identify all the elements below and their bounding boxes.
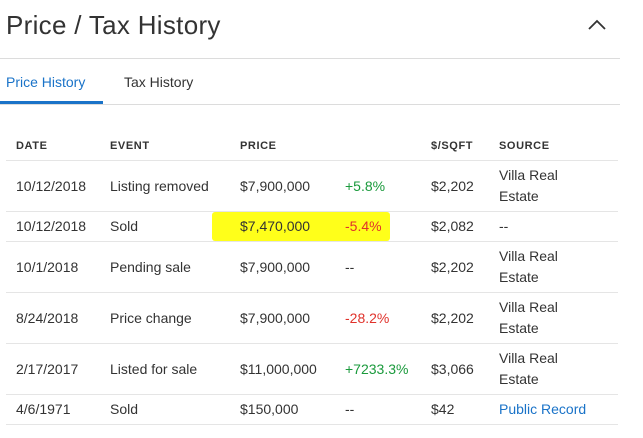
section-header: Price / Tax History [0,0,620,59]
row-change: -5.4% [335,211,421,242]
row-change: -- [335,241,421,293]
row-change: -28.2% [335,292,421,344]
column-header-price: PRICE [230,131,335,161]
table-row: 10/12/2018 Sold $7,470,000 -5.4% $2,082 … [6,211,618,242]
row-sqft: $2,202 [421,292,489,344]
section-title: Price / Tax History [6,10,221,40]
column-header-change [335,131,421,161]
row-date: 10/12/2018 [6,160,100,212]
row-sqft: $42 [421,394,489,425]
row-source: Villa Real Estate [489,343,618,395]
row-source: Villa Real Estate [489,241,618,293]
column-header-sqft: $/SQFT [421,131,489,161]
row-date: 4/6/1971 [6,394,100,425]
row-price: $7,900,000 [230,241,335,293]
table-row: 8/24/2018 Price change $7,900,000 -28.2%… [6,292,618,344]
row-sqft: $2,202 [421,241,489,293]
table-row: 4/6/1971 Sold $150,000 -- $42 Public Rec… [6,394,618,425]
row-date: 8/24/2018 [6,292,100,344]
table-row: 10/12/2018 Listing removed $7,900,000 +5… [6,160,618,212]
row-event: Sold [100,394,230,425]
row-event: Price change [100,292,230,344]
row-source: Villa Real Estate [489,292,618,344]
column-header-event: EVENT [100,131,230,161]
row-date: 10/12/2018 [6,211,100,242]
public-record-link[interactable]: Public Record [489,394,618,425]
row-price: $7,470,000 [230,211,335,242]
price-history-table: DATE EVENT PRICE $/SQFT SOURCE 10/12/201… [6,131,618,425]
row-price: $11,000,000 [230,343,335,395]
row-price: $150,000 [230,394,335,425]
row-event: Sold [100,211,230,242]
tab-price-history[interactable]: Price History [6,74,86,90]
row-sqft: $3,066 [421,343,489,395]
row-source: -- [489,211,618,242]
active-tab-indicator [0,101,103,104]
column-header-date: DATE [6,131,100,161]
chevron-up-icon [588,19,606,30]
collapse-button[interactable] [584,12,610,36]
row-event: Listing removed [100,160,230,212]
table-header-row: DATE EVENT PRICE $/SQFT SOURCE [6,131,618,161]
table-row: 10/1/2018 Pending sale $7,900,000 -- $2,… [6,241,618,293]
row-source: Villa Real Estate [489,160,618,212]
table-row: 2/17/2017 Listed for sale $11,000,000 +7… [6,343,618,395]
row-date: 2/17/2017 [6,343,100,395]
row-event: Listed for sale [100,343,230,395]
tab-tax-history[interactable]: Tax History [124,74,194,90]
column-header-source: SOURCE [489,131,618,161]
row-sqft: $2,202 [421,160,489,212]
row-price: $7,900,000 [230,160,335,212]
row-sqft: $2,082 [421,211,489,242]
row-price: $7,900,000 [230,292,335,344]
history-tabs: Price History Tax History [0,59,620,105]
row-event: Pending sale [100,241,230,293]
row-change: -- [335,394,421,425]
row-change: +5.8% [335,160,421,212]
row-date: 10/1/2018 [6,241,100,293]
row-change: +7233.3% [335,343,421,395]
